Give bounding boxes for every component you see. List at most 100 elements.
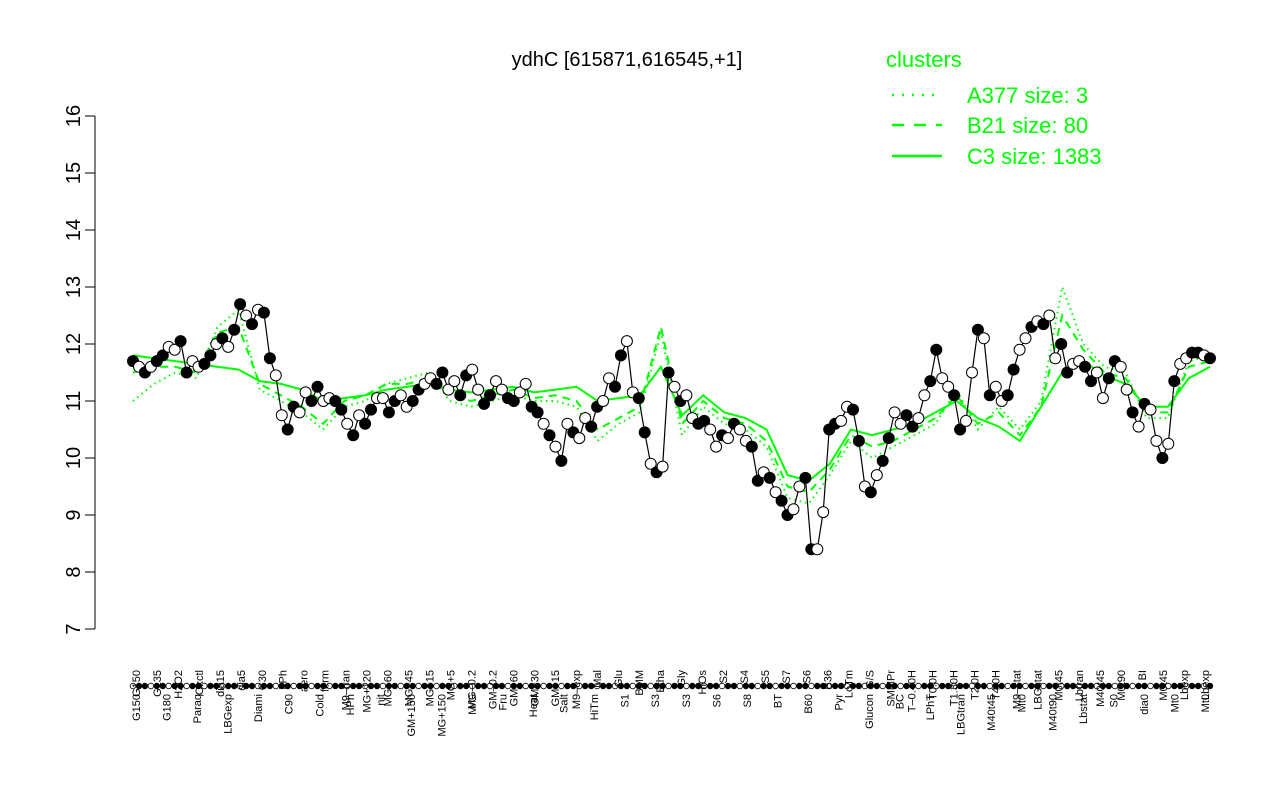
sample-point [799,471,812,484]
x-tick-label: G180 [162,694,174,721]
x-tick-label: dia5 [236,670,248,691]
chart-title: ydhC [615871,616545,+1] [512,49,743,71]
x-tick-label: MG+15 [425,670,437,706]
x-tick-label: T–0.40H [907,670,919,712]
sample-point [1204,352,1216,365]
x-marker [1200,682,1208,690]
x-tick-label: Heat [528,694,540,717]
sample-series [127,298,1216,556]
sample-point [930,343,943,356]
sample-point [376,392,389,405]
sample-point [597,395,610,407]
x-tick-label: M9–stat [1011,670,1023,709]
x-tick-label: MG+45 [404,670,416,706]
x-marker [939,682,946,690]
legend-label-A377: A377 size: 3 [967,83,1088,108]
sample-point [305,395,318,407]
x-marker [653,682,660,690]
sample-point [353,409,366,422]
y-tick-label: 14 [63,219,85,241]
x-tick-label: Lbexp [1200,670,1212,700]
sample-point [924,375,937,388]
x-marker [998,682,1005,690]
x-marker [1165,682,1172,690]
x-tick-label: S0 [1108,694,1120,707]
sample-point [763,471,776,484]
sample-point [609,380,621,393]
sample-point [1019,332,1032,345]
sample-point [1055,338,1068,350]
sample-point [275,409,288,422]
sample-point [852,434,865,447]
sample-point [519,377,532,390]
x-marker [570,682,577,690]
x-tick-label: C90 [284,694,296,714]
x-marker [831,682,839,690]
y-tick-label: 11 [63,391,85,412]
x-tick-label: BMM [634,670,646,696]
sample-point [430,377,443,390]
x-marker [986,682,993,690]
sample-point [870,469,883,482]
x-tick-label: S4 [739,670,751,683]
x-tick-label: T4.0H [990,670,1002,700]
x-tick-label: G/S [865,670,877,689]
sample-point [835,414,848,427]
x-tick-label: T1.30H [949,670,961,706]
x-tick-label: GM+150 [406,694,418,737]
x-tick-label: Lbexp [1179,670,1191,700]
sample-point [942,380,955,393]
sample-point [269,369,282,382]
x-tick-label: MG+120 [362,670,374,713]
sample-point [436,366,449,379]
sample-point [1120,383,1133,396]
x-tick-label: M40t90 [1047,694,1059,731]
sample-point [448,375,461,388]
x-tick-label: MG+150 [436,694,448,737]
x-tick-label: M9–exp [571,670,583,709]
sample-point [204,349,217,362]
sample-point [341,417,354,430]
x-marker [921,682,928,690]
x-marker [1093,682,1101,690]
sample-point [406,395,419,407]
x-marker [564,682,571,690]
sample-point [769,486,782,499]
sample-point [960,414,972,427]
sample-point [918,389,931,402]
x-marker [760,682,767,690]
sample-point [614,349,627,362]
x-marker [1188,682,1196,690]
x-tick-label: LPhT [925,694,937,721]
sample-point [347,429,360,442]
x-marker [879,682,886,690]
x-tick-label: LBGstat [1032,670,1044,710]
x-tick-label: Pyr [834,694,846,711]
x-tick-label: Paraq [192,694,204,723]
sample-point [478,397,491,410]
x-tick-label: S8 [742,694,754,707]
x-marker [897,682,904,690]
sample-point [722,432,734,445]
sample-point [293,406,306,419]
sample-point [888,406,901,419]
sample-point [168,343,181,356]
sample-point [394,389,407,402]
x-tick-label: BT [772,694,784,708]
sample-point [454,389,467,402]
sample-line [132,302,1211,550]
x-tick-label: GM–0.2 [487,670,499,709]
legend-label-B21: B21 size: 80 [967,113,1088,138]
sample-point [174,335,187,348]
x-tick-label: C30 [257,670,269,690]
x-tick-label: dia15 [215,670,227,697]
x-marker [950,682,958,690]
x-marker [1022,682,1029,690]
x-tick-label: S2 [718,670,730,683]
sample-point [954,423,967,436]
x-marker [1135,682,1142,690]
sample-point [490,375,502,388]
sample-point [966,366,978,379]
sample-point [365,403,377,416]
x-marker [1141,682,1148,690]
